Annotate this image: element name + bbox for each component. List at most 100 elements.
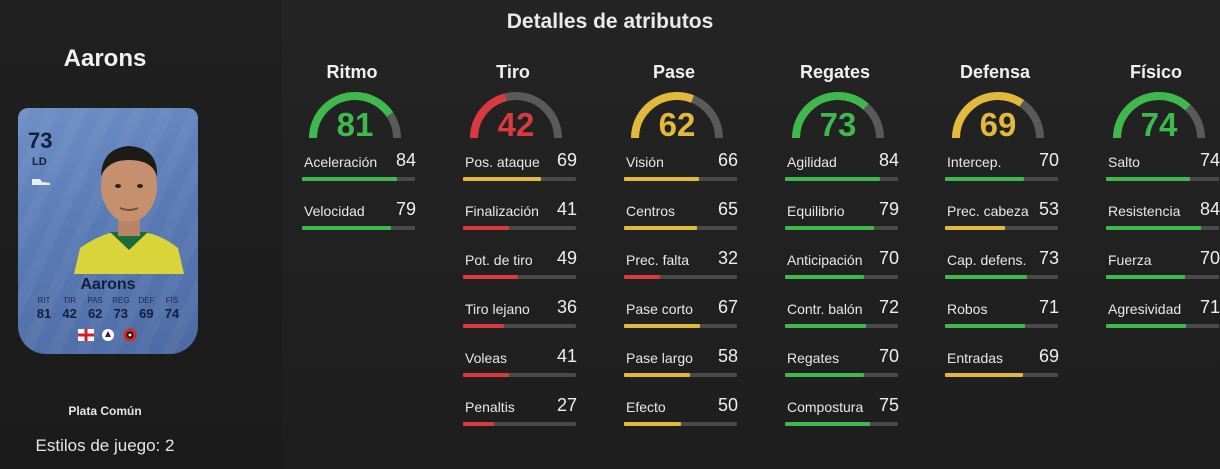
card-stat-value: 74 xyxy=(164,306,180,321)
stat-row[interactable]: Intercep. 70 xyxy=(933,150,1063,203)
stat-value: 73 xyxy=(1038,248,1059,268)
stat-row[interactable]: Tiro lejano 36 xyxy=(451,297,581,350)
stat-label: Velocidad xyxy=(304,203,365,219)
stat-row[interactable]: Voleas 41 xyxy=(451,346,581,399)
nation-flag-icon xyxy=(78,329,94,341)
stat-value: 58 xyxy=(717,346,738,366)
stat-bar-track xyxy=(463,422,576,426)
stat-row[interactable]: Equilibrio 79 xyxy=(773,199,903,252)
stat-bar-fill xyxy=(302,177,397,181)
stat-row[interactable]: Contr. balón 72 xyxy=(773,297,903,350)
stat-value: 71 xyxy=(1199,297,1220,317)
stat-list: Visión 66 Centros 65 Prec. falta 32 Pase corto… xyxy=(612,150,742,448)
card-stats: RIT 81 TIR 42 PAS 62 REG 73 DEF 69 FÍS 74 xyxy=(32,296,184,321)
stat-row[interactable]: Agresividad 71 xyxy=(1094,297,1220,350)
stat-value: 36 xyxy=(556,297,577,317)
stat-row[interactable]: Prec. cabeza 53 xyxy=(933,199,1063,252)
stat-row[interactable]: Anticipación 70 xyxy=(773,248,903,301)
stat-bar-fill xyxy=(624,226,698,230)
stat-row[interactable]: Penaltis 27 xyxy=(451,395,581,448)
stat-label: Anticipación xyxy=(787,252,863,268)
attribute-value: 42 xyxy=(497,106,535,143)
stat-row[interactable]: Pase corto 67 xyxy=(612,297,742,350)
stat-label: Resistencia xyxy=(1108,203,1181,219)
stat-row[interactable]: Cap. defens. 73 xyxy=(933,248,1063,301)
stat-label: Contr. balón xyxy=(787,301,863,317)
stat-value: 84 xyxy=(878,150,899,170)
stat-value: 32 xyxy=(717,248,738,268)
stat-label: Intercep. xyxy=(947,154,1002,170)
stat-row[interactable]: Prec. falta 32 xyxy=(612,248,742,301)
stat-row[interactable]: Pot. de tiro 49 xyxy=(451,248,581,301)
stat-row[interactable]: Compostura 75 xyxy=(773,395,903,448)
gauge-fill xyxy=(470,92,562,139)
stat-value: 74 xyxy=(1199,150,1220,170)
player-name: Aarons xyxy=(63,45,147,72)
card-stat-label: FÍS xyxy=(165,296,179,305)
stat-bar-track xyxy=(1106,226,1219,230)
stat-bar-fill xyxy=(1106,275,1186,279)
stat-row[interactable]: Regates 70 xyxy=(773,346,903,399)
stat-row[interactable]: Visión 66 xyxy=(612,150,742,203)
card-stat: PAS 62 xyxy=(83,296,107,321)
gauge-fill xyxy=(309,92,401,139)
stat-row[interactable]: Aceleración 84 xyxy=(290,150,420,203)
stat-value: 27 xyxy=(556,395,577,415)
stat-list: Agilidad 84 Equilibrio 79 Anticipación 70 Cont… xyxy=(773,150,903,448)
stat-row[interactable]: Pos. ataque 69 xyxy=(451,150,581,203)
gauge-fill xyxy=(631,92,723,139)
stat-row[interactable]: Velocidad 79 xyxy=(290,199,420,252)
attribute-name: Tiro xyxy=(496,62,530,82)
stat-row[interactable]: Agilidad 84 xyxy=(773,150,903,203)
stat-row[interactable]: Pase largo 58 xyxy=(612,346,742,399)
stat-row[interactable]: Robos 71 xyxy=(933,297,1063,350)
stat-bar-track xyxy=(945,373,1058,377)
stat-bar-fill xyxy=(463,422,494,426)
stat-list: Intercep. 70 Prec. cabeza 53 Cap. defens. 73 R… xyxy=(933,150,1063,399)
stat-value: 69 xyxy=(556,150,577,170)
stat-bar-fill xyxy=(1106,324,1187,328)
stat-label: Pase corto xyxy=(626,301,693,317)
attributes-panel xyxy=(282,0,1220,469)
stat-label: Entradas xyxy=(947,350,1004,366)
attribute-gauge: 69 xyxy=(948,90,1048,143)
stat-bar-fill xyxy=(302,226,392,230)
attribute-gauge: 42 xyxy=(466,90,566,143)
stat-row[interactable]: Salto 74 xyxy=(1094,150,1220,203)
stat-row[interactable]: Finalización 41 xyxy=(451,199,581,252)
card-stat-value: 69 xyxy=(139,306,154,321)
stat-label: Salto xyxy=(1108,154,1140,170)
stat-label: Equilibrio xyxy=(787,203,845,219)
stat-row[interactable]: Fuerza 70 xyxy=(1094,248,1220,301)
stat-row[interactable]: Entradas 69 xyxy=(933,346,1063,399)
stat-row[interactable]: Efecto 50 xyxy=(612,395,742,448)
stat-label: Pot. de tiro xyxy=(465,252,533,268)
stat-row[interactable]: Centros 65 xyxy=(612,199,742,252)
stat-value: 70 xyxy=(1038,150,1059,170)
stat-bar-track xyxy=(302,226,415,230)
attribute-value: 69 xyxy=(979,106,1017,143)
stat-bar-track xyxy=(945,324,1058,328)
boot-icon xyxy=(32,179,50,185)
stat-list: Pos. ataque 69 Finalización 41 Pot. de tiro 4… xyxy=(451,150,581,448)
stat-bar-track xyxy=(945,275,1058,279)
attribute-name: Físico xyxy=(1129,62,1182,82)
player-card[interactable]: 73 LD Aarons RIT 81 TIR 42 PAS 62 REG 73 DEF… xyxy=(18,108,198,354)
stat-value: 79 xyxy=(395,199,416,219)
card-pattern xyxy=(18,108,198,354)
stat-bar-track xyxy=(463,373,576,377)
stat-value: 70 xyxy=(878,248,899,268)
playstyles-count[interactable]: Estilos de juego: 2 xyxy=(35,436,175,455)
stat-bar-fill xyxy=(945,177,1025,181)
stat-bar-fill xyxy=(624,422,681,426)
stat-bar-fill xyxy=(785,275,865,279)
stat-bar-fill xyxy=(463,177,541,181)
stat-value: 65 xyxy=(717,199,738,219)
stat-bar-fill xyxy=(945,226,1005,230)
stat-bar-track xyxy=(624,324,737,328)
stat-bar-fill xyxy=(624,275,661,279)
stat-bar-track xyxy=(785,226,898,230)
stat-row[interactable]: Resistencia 84 xyxy=(1094,199,1220,252)
card-badges xyxy=(18,328,198,342)
card-stat-label: RIT xyxy=(37,296,51,305)
